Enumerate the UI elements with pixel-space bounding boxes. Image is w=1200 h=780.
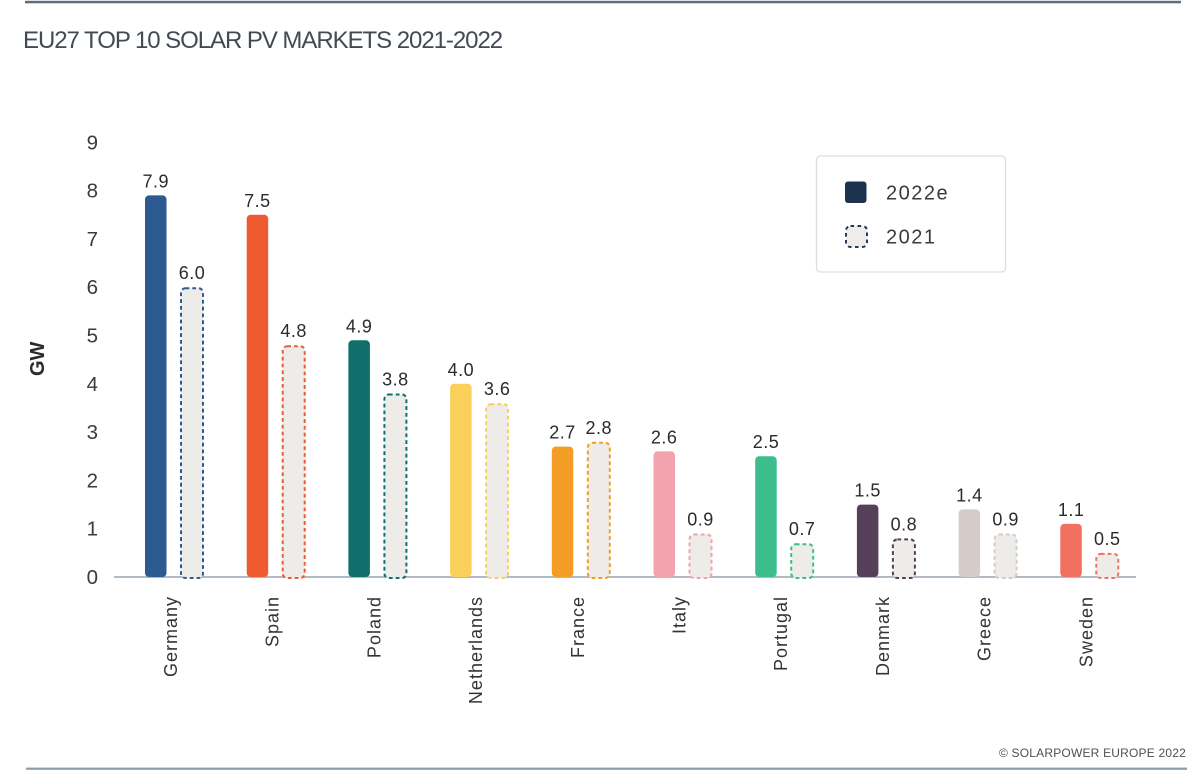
svg-text:5: 5 <box>87 325 98 348</box>
svg-text:Italy: Italy <box>670 596 690 634</box>
svg-text:4.0: 4.0 <box>448 360 475 380</box>
svg-text:Sweden: Sweden <box>1076 596 1096 667</box>
svg-text:1.4: 1.4 <box>956 485 983 505</box>
svg-text:7.5: 7.5 <box>244 191 271 211</box>
svg-text:EU27 TOP 10 SOLAR PV MARKETS 2: EU27 TOP 10 SOLAR PV MARKETS 2021-2022 <box>23 27 503 54</box>
svg-text:0.9: 0.9 <box>992 510 1019 530</box>
svg-text:2.8: 2.8 <box>586 418 613 438</box>
svg-text:Poland: Poland <box>364 596 384 658</box>
svg-text:0: 0 <box>87 566 98 589</box>
svg-text:2022e: 2022e <box>886 183 949 205</box>
svg-text:0.8: 0.8 <box>891 514 918 534</box>
svg-text:Spain: Spain <box>263 596 283 647</box>
svg-text:3: 3 <box>87 421 98 444</box>
svg-text:Portugal: Portugal <box>771 596 791 671</box>
svg-text:0.9: 0.9 <box>687 510 714 530</box>
svg-text:2.5: 2.5 <box>753 432 780 452</box>
svg-text:2: 2 <box>87 469 98 492</box>
svg-text:0.7: 0.7 <box>789 519 816 539</box>
svg-text:3.6: 3.6 <box>484 379 511 399</box>
svg-text:1: 1 <box>87 518 98 541</box>
svg-text:9: 9 <box>87 131 98 154</box>
svg-text:4: 4 <box>87 373 98 396</box>
svg-text:0.5: 0.5 <box>1094 529 1121 549</box>
svg-text:Germany: Germany <box>161 596 181 677</box>
svg-text:4.9: 4.9 <box>346 316 373 336</box>
svg-text:2021: 2021 <box>886 227 937 249</box>
svg-text:7.9: 7.9 <box>143 171 170 191</box>
svg-text:GW: GW <box>27 341 49 376</box>
svg-text:France: France <box>568 596 588 658</box>
svg-text:2.7: 2.7 <box>549 423 576 443</box>
svg-text:Netherlands: Netherlands <box>466 596 486 704</box>
svg-text:Denmark: Denmark <box>873 596 893 676</box>
svg-text:6.0: 6.0 <box>179 263 206 283</box>
svg-text:3.8: 3.8 <box>382 370 409 390</box>
svg-text:2.6: 2.6 <box>651 427 678 447</box>
svg-text:4.8: 4.8 <box>280 321 307 341</box>
svg-text:Greece: Greece <box>975 596 995 661</box>
svg-text:© SOLARPOWER EUROPE 2022: © SOLARPOWER EUROPE 2022 <box>999 746 1186 760</box>
svg-text:1.5: 1.5 <box>854 481 881 501</box>
svg-text:7: 7 <box>87 228 98 251</box>
svg-text:1.1: 1.1 <box>1058 500 1085 520</box>
svg-text:8: 8 <box>87 180 98 203</box>
svg-text:6: 6 <box>87 276 98 299</box>
